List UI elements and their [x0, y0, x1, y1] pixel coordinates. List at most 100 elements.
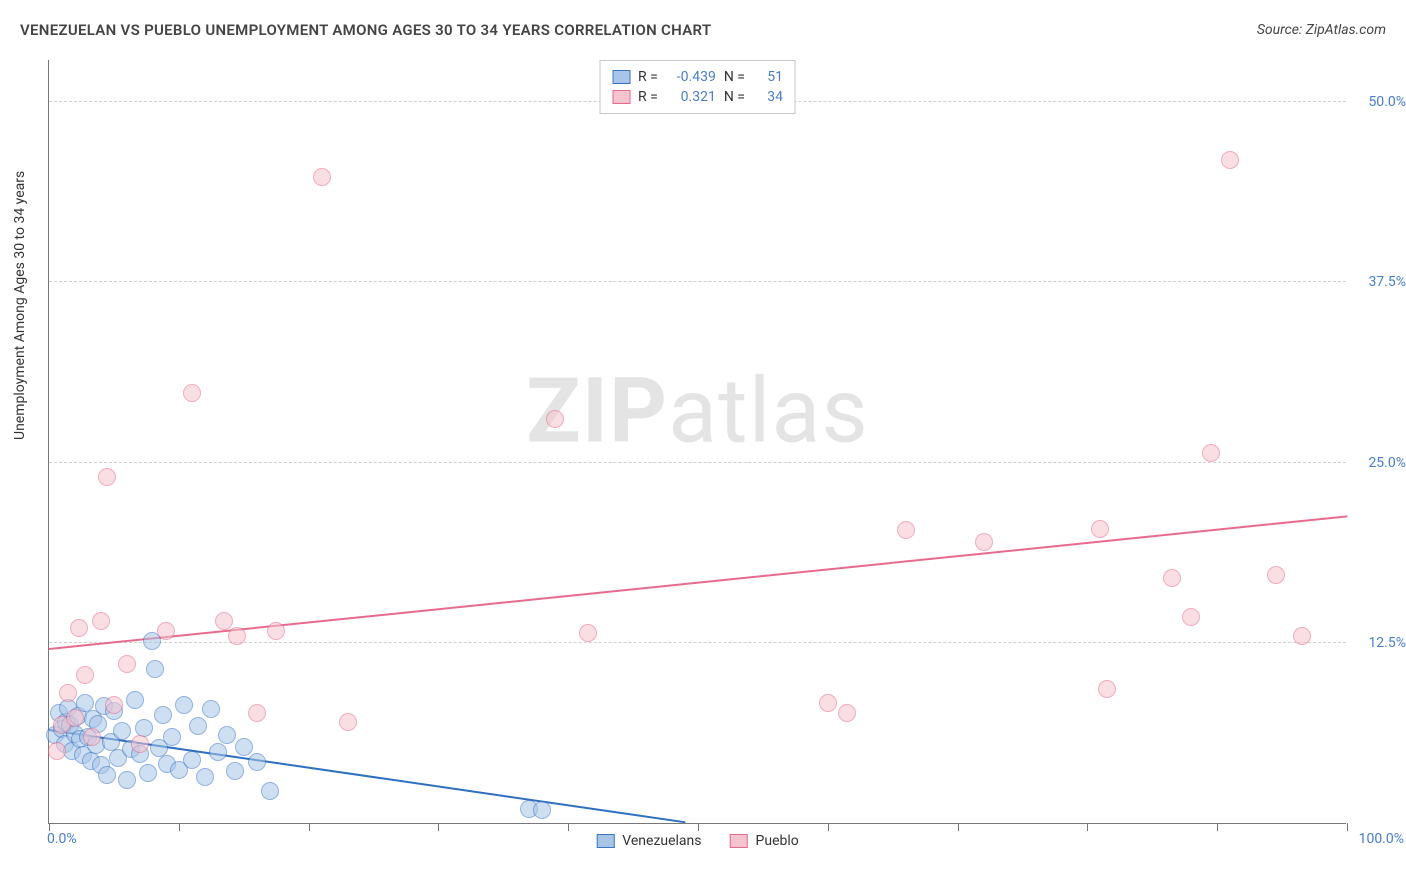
- watermark: ZIPatlas: [526, 358, 869, 463]
- y-tick-label: 50.0%: [1351, 94, 1406, 110]
- data-point-venezuelans: [146, 660, 164, 678]
- data-point-pueblo: [105, 696, 123, 714]
- x-tick: [1087, 823, 1088, 831]
- legend-item-venezuelans: Venezuelans: [596, 833, 701, 849]
- series-legend: Venezuelans Pueblo: [596, 833, 799, 849]
- data-point-pueblo: [1098, 680, 1116, 698]
- data-point-pueblo: [215, 612, 233, 630]
- x-end-label: 100.0%: [1359, 831, 1404, 847]
- legend-row-pueblo: R = 0.321 N = 34: [612, 87, 783, 107]
- data-point-pueblo: [819, 694, 837, 712]
- legend-r-value-venezuelans: -0.439: [666, 69, 716, 85]
- data-point-pueblo: [1293, 627, 1311, 645]
- source-prefix: Source:: [1257, 22, 1306, 38]
- data-point-venezuelans: [209, 743, 227, 761]
- y-axis-label: Unemployment Among Ages 30 to 34 years: [12, 171, 28, 440]
- data-point-venezuelans: [175, 696, 193, 714]
- gridline: [49, 281, 1346, 282]
- data-point-pueblo: [1091, 520, 1109, 538]
- x-tick: [309, 823, 310, 831]
- x-tick: [1347, 823, 1348, 831]
- watermark-bold: ZIP: [526, 358, 668, 463]
- legend-label-pueblo: Pueblo: [756, 833, 799, 849]
- x-tick: [1217, 823, 1218, 831]
- legend-n-label: N =: [724, 69, 745, 85]
- chart-header: VENEZUELAN VS PUEBLO UNEMPLOYMENT AMONG …: [0, 0, 1406, 46]
- gridline: [49, 462, 1346, 463]
- data-point-venezuelans: [261, 782, 279, 800]
- data-point-pueblo: [248, 704, 266, 722]
- chart-title: VENEZUELAN VS PUEBLO UNEMPLOYMENT AMONG …: [20, 21, 711, 39]
- data-point-pueblo: [1221, 151, 1239, 169]
- legend-label-venezuelans: Venezuelans: [622, 833, 701, 849]
- data-point-pueblo: [1267, 566, 1285, 584]
- data-point-pueblo: [546, 410, 564, 428]
- data-point-venezuelans: [139, 764, 157, 782]
- data-point-pueblo: [70, 619, 88, 637]
- data-point-venezuelans: [196, 768, 214, 786]
- source-name: ZipAtlas.com: [1306, 22, 1386, 38]
- data-point-venezuelans: [189, 717, 207, 735]
- data-point-pueblo: [183, 384, 201, 402]
- data-point-pueblo: [897, 521, 915, 539]
- data-point-venezuelans: [118, 771, 136, 789]
- data-point-pueblo: [131, 735, 149, 753]
- y-tick-label: 37.5%: [1351, 274, 1406, 290]
- x-tick: [179, 823, 180, 831]
- legend-swatch-pueblo: [612, 90, 630, 104]
- data-point-pueblo: [1202, 444, 1220, 462]
- data-point-venezuelans: [533, 801, 551, 819]
- data-point-pueblo: [157, 622, 175, 640]
- data-point-pueblo: [838, 704, 856, 722]
- data-point-venezuelans: [113, 722, 131, 740]
- legend-n-label: N =: [724, 89, 745, 105]
- plot-area: ZIPatlas R = -0.439 N = 51 R = 0.321 N =…: [48, 60, 1346, 824]
- x-tick: [568, 823, 569, 831]
- data-point-venezuelans: [248, 753, 266, 771]
- data-point-pueblo: [98, 468, 116, 486]
- legend-item-pueblo: Pueblo: [730, 833, 799, 849]
- data-point-pueblo: [975, 533, 993, 551]
- legend-n-value-venezuelans: 51: [753, 69, 783, 85]
- x-tick: [828, 823, 829, 831]
- data-point-venezuelans: [235, 738, 253, 756]
- legend-row-venezuelans: R = -0.439 N = 51: [612, 67, 783, 87]
- data-point-pueblo: [76, 666, 94, 684]
- legend-r-label: R =: [638, 69, 658, 85]
- data-point-pueblo: [48, 742, 66, 760]
- data-point-pueblo: [83, 728, 101, 746]
- data-point-pueblo: [118, 655, 136, 673]
- data-point-pueblo: [313, 168, 331, 186]
- data-point-pueblo: [267, 622, 285, 640]
- watermark-rest: atlas: [668, 358, 869, 463]
- data-point-pueblo: [1182, 608, 1200, 626]
- data-point-venezuelans: [126, 691, 144, 709]
- y-tick-label: 25.0%: [1351, 455, 1406, 471]
- legend-swatch-pueblo: [730, 834, 748, 848]
- correlation-legend: R = -0.439 N = 51 R = 0.321 N = 34: [599, 60, 796, 114]
- data-point-pueblo: [92, 612, 110, 630]
- legend-r-value-pueblo: 0.321: [666, 89, 716, 105]
- data-point-venezuelans: [226, 762, 244, 780]
- data-point-pueblo: [579, 624, 597, 642]
- x-tick: [438, 823, 439, 831]
- x-tick: [49, 823, 50, 831]
- legend-r-label: R =: [638, 89, 658, 105]
- data-point-pueblo: [59, 684, 77, 702]
- data-point-venezuelans: [154, 706, 172, 724]
- y-tick-label: 12.5%: [1351, 635, 1406, 651]
- data-point-venezuelans: [183, 751, 201, 769]
- x-start-label: 0.0%: [47, 831, 77, 847]
- data-point-venezuelans: [163, 728, 181, 746]
- data-point-venezuelans: [218, 726, 236, 744]
- legend-swatch-venezuelans: [596, 834, 614, 848]
- data-point-pueblo: [66, 709, 84, 727]
- data-point-pueblo: [228, 627, 246, 645]
- x-tick: [698, 823, 699, 831]
- data-point-venezuelans: [98, 766, 116, 784]
- source-attribution: Source: ZipAtlas.com: [1257, 22, 1386, 38]
- data-point-pueblo: [339, 713, 357, 731]
- data-point-pueblo: [1163, 569, 1181, 587]
- data-point-venezuelans: [202, 700, 220, 718]
- x-tick: [958, 823, 959, 831]
